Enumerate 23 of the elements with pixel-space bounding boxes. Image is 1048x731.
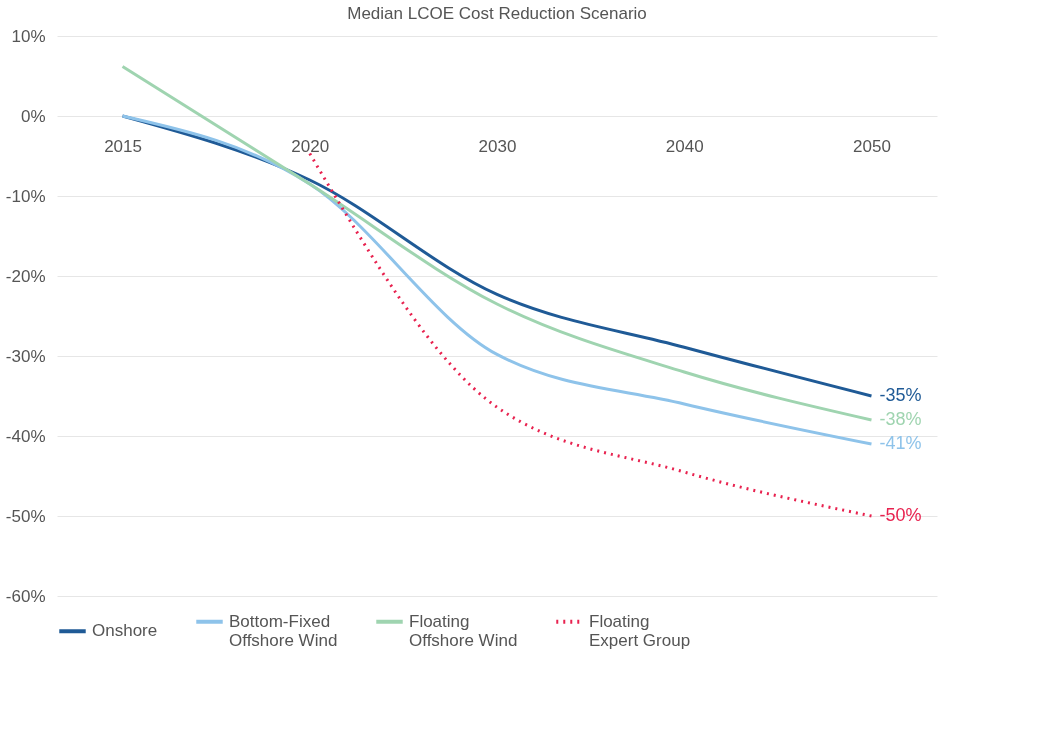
- y-tick-label: -60%: [5, 586, 46, 606]
- y-tick-label: 0%: [20, 106, 46, 126]
- annotation: -50%: [879, 505, 922, 525]
- annotation: -35%: [879, 385, 922, 405]
- y-tick-label: -10%: [5, 186, 46, 206]
- annotation: -38%: [879, 409, 922, 429]
- y-tick-label: -30%: [5, 346, 46, 366]
- annotation: -41%: [879, 433, 922, 453]
- legend-label: Bottom-Fixed Offshore Wind: [229, 611, 338, 650]
- y-tick-label: -50%: [5, 506, 46, 526]
- y-tick-label: 10%: [11, 26, 46, 46]
- chart-title: Median LCOE Cost Reduction Scenario: [347, 4, 647, 23]
- legend-label: Floating Expert Group: [589, 611, 691, 650]
- x-tick-label: 2040: [665, 136, 704, 156]
- y-tick-label: -20%: [5, 266, 46, 286]
- y-tick-label: -40%: [5, 426, 46, 446]
- x-tick-label: 2050: [853, 136, 891, 156]
- legend-label: Floating Offshore Wind: [409, 611, 518, 650]
- x-tick-label: 2030: [478, 136, 517, 156]
- line-series: [308, 152, 873, 518]
- x-tick-label: 2015: [104, 136, 142, 156]
- x-tick-label: 2020: [291, 136, 330, 156]
- legend-label: Onshore: [92, 621, 158, 641]
